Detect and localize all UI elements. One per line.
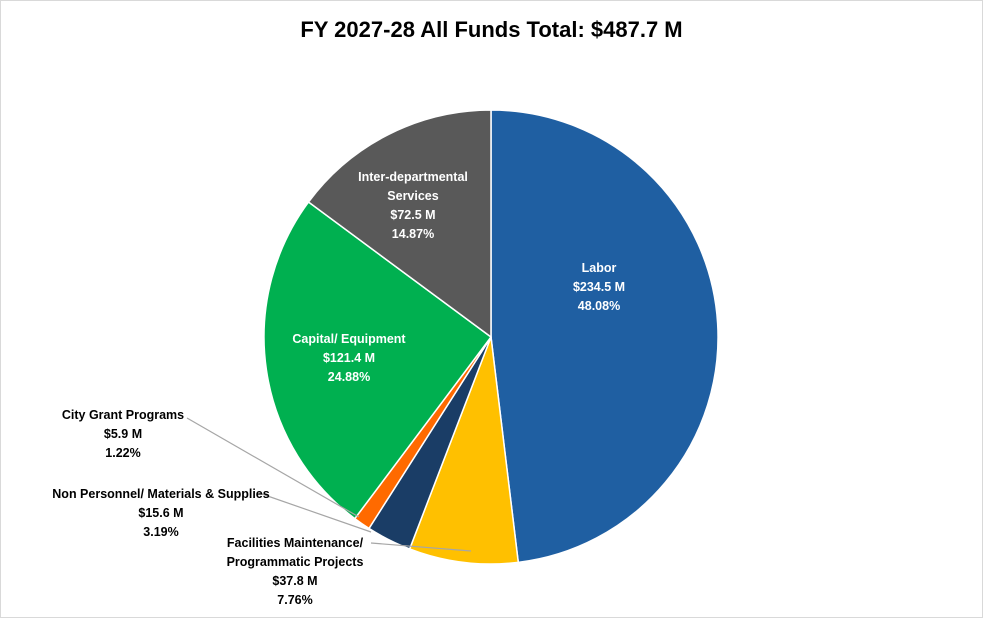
data-label-line: 3.19%: [143, 525, 178, 539]
data-label-non-personnel: Non Personnel/ Materials & Supplies $15.6…: [52, 487, 269, 539]
data-label-line: 1.22%: [105, 446, 140, 460]
pie-slice-inter-departmental: [307, 109, 492, 339]
data-label-line: $234.5 M: [573, 280, 625, 294]
pie-slice-facilities: [408, 336, 520, 565]
leader-line-facilities: [370, 542, 472, 552]
data-label-line: City Grant Programs: [62, 408, 184, 422]
data-label-inter-departmental: Inter-departmental Services $72.5 M 14.87%: [358, 170, 468, 241]
data-label-line: Facilities Maintenance/: [227, 536, 364, 550]
leader-line-city-grant: [186, 417, 360, 518]
data-label-line: $5.9 M: [104, 427, 142, 441]
data-label-line: 48.08%: [578, 299, 620, 313]
data-label-line: 24.88%: [328, 370, 370, 384]
data-label-line: Non Personnel/ Materials & Supplies: [52, 487, 269, 501]
data-label-labor: Labor $234.5 M 48.08%: [573, 261, 625, 313]
data-label-capital: Capital/ Equipment $121.4 M 24.88%: [292, 332, 406, 384]
data-label-line: Labor: [582, 261, 617, 275]
data-label-line: $121.4 M: [323, 351, 375, 365]
chart-title: FY 2027-28 All Funds Total: $487.7 M: [300, 17, 683, 42]
data-label-line: Services: [387, 189, 438, 203]
data-label-line: Inter-departmental: [358, 170, 468, 184]
leader-line-non-personnel: [258, 492, 372, 533]
data-label-line: $37.8 M: [272, 574, 317, 588]
data-label-line: $15.6 M: [138, 506, 183, 520]
pie-slice-labor: [490, 109, 719, 564]
data-label-line: Capital/ Equipment: [292, 332, 406, 346]
data-label-facilities: Facilities Maintenance/Programmatic Proj…: [227, 536, 364, 607]
data-label-line: Programmatic Projects: [227, 555, 364, 569]
data-label-line: 7.76%: [277, 593, 312, 607]
data-label-city-grant: City Grant Programs $5.9 M 1.22%: [62, 408, 184, 460]
data-label-line: 14.87%: [392, 227, 434, 241]
pie-slice-capital: [263, 200, 493, 520]
data-label-line: $72.5 M: [390, 208, 435, 222]
